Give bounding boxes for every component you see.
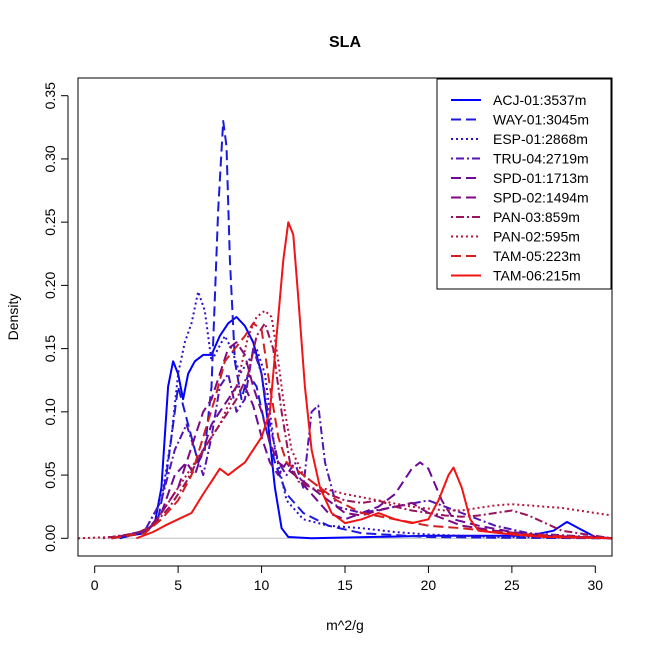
y-tick-label: 0.25 bbox=[42, 208, 58, 235]
y-axis-label: Density bbox=[5, 294, 21, 341]
series-line-tam-06 bbox=[136, 221, 613, 540]
x-tick-label: 0 bbox=[91, 577, 99, 593]
legend-label: WAY-01:3045m bbox=[493, 112, 589, 128]
x-tick-label: 5 bbox=[174, 577, 182, 593]
x-axis-label: m^2/g bbox=[326, 617, 364, 633]
y-tick-label: 0.35 bbox=[42, 82, 58, 109]
legend-label: PAN-02:595m bbox=[493, 229, 580, 245]
legend-label: SPD-02:1494m bbox=[493, 190, 589, 206]
y-tick-label: 0.00 bbox=[42, 524, 58, 551]
x-axis: 0 5 10 15 20 25 30 bbox=[91, 565, 604, 593]
x-tick-label: 25 bbox=[504, 577, 520, 593]
legend: ACJ-01:3537m WAY-01:3045m ESP-01:2868m TRU-… bbox=[436, 78, 612, 290]
series-line-spd-02 bbox=[111, 341, 613, 540]
chart-title: SLA bbox=[329, 34, 361, 51]
series-line-pan-02 bbox=[77, 309, 613, 540]
series-line-pan-03 bbox=[102, 322, 613, 540]
legend-label: TRU-04:2719m bbox=[493, 151, 589, 167]
y-tick-label: 0.15 bbox=[42, 335, 58, 362]
series-line-tam-05 bbox=[111, 322, 613, 540]
x-tick-label: 10 bbox=[254, 577, 270, 593]
legend-label: SPD-01:1713m bbox=[493, 170, 589, 186]
legend-label: ACJ-01:3537m bbox=[493, 92, 586, 108]
plot-frame bbox=[77, 77, 613, 557]
legend-label: TAM-05:223m bbox=[493, 248, 581, 264]
series-line-esp-01 bbox=[119, 290, 613, 540]
legend-label: TAM-06:215m bbox=[493, 268, 581, 284]
y-tick-label: 0.05 bbox=[42, 461, 58, 488]
y-axis: 0.00 0.05 0.10 0.15 0.20 0.25 0.30 0.35 bbox=[42, 82, 69, 552]
x-tick-label: 15 bbox=[337, 577, 353, 593]
legend-label: PAN-03:859m bbox=[493, 209, 580, 225]
x-tick-label: 20 bbox=[421, 577, 437, 593]
y-tick-label: 0.30 bbox=[42, 145, 58, 172]
legend-label: ESP-01:2868m bbox=[493, 131, 588, 147]
legend-box bbox=[436, 78, 612, 290]
y-tick-label: 0.20 bbox=[42, 272, 58, 299]
y-tick-label: 0.10 bbox=[42, 398, 58, 425]
x-tick-label: 30 bbox=[588, 577, 604, 593]
